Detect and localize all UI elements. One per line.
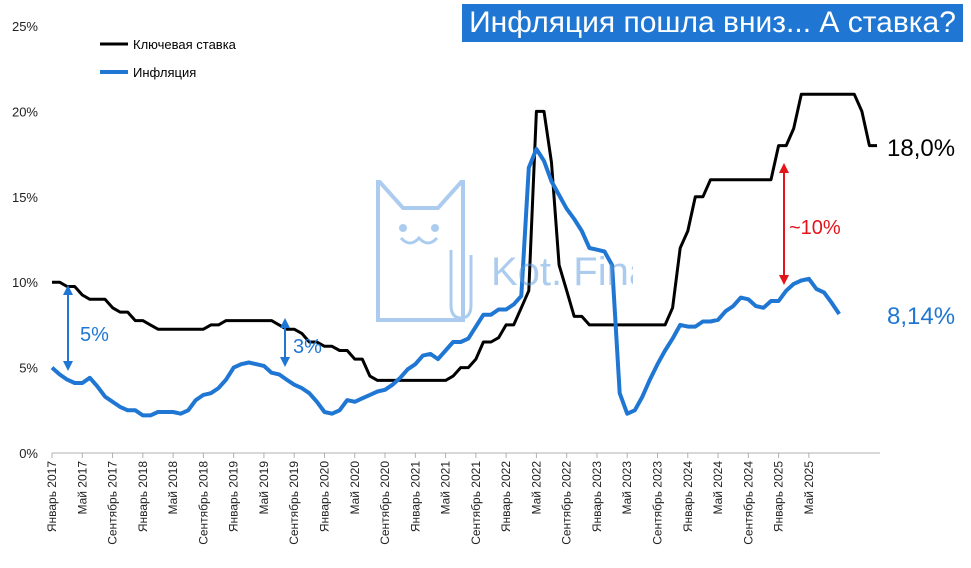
x-tick-label: Май 2017	[75, 461, 89, 515]
y-tick-label: 25%	[12, 19, 38, 34]
y-axis-ticks: 0% 5% 10% 15% 20% 25%	[12, 19, 38, 461]
x-tick-label: Январь 2017	[45, 461, 59, 532]
gap-label-2019: 3%	[293, 336, 322, 358]
x-tick-label: Май 2025	[802, 461, 816, 515]
x-tick-label: Май 2019	[257, 461, 271, 515]
cat-eye-left-icon	[399, 224, 407, 232]
x-tick-label: Май 2022	[529, 461, 543, 515]
x-tick-label: Май 2018	[166, 461, 180, 515]
x-tick-label: Январь 2023	[590, 461, 604, 532]
x-tick-label: Сентябрь 2017	[106, 461, 120, 545]
x-tick-label: Май 2024	[711, 461, 725, 515]
x-tick-label: Май 2021	[439, 461, 453, 515]
last-value-key-rate: 18,0%	[887, 135, 955, 162]
legend-label-inflation: Инфляция	[133, 65, 196, 80]
cat-eye-right-icon	[431, 224, 439, 232]
series-line-inflation	[50, 147, 841, 418]
x-tick-label: Январь 2022	[499, 461, 513, 532]
x-tick-label: Май 2020	[348, 461, 362, 515]
x-tick-label: Сентябрь 2023	[651, 461, 665, 545]
y-tick-label: 10%	[12, 275, 38, 290]
x-tick-label: Январь 2021	[408, 461, 422, 532]
legend: Ключевая ставка Инфляция	[100, 37, 237, 80]
gap-label-2017: 5%	[80, 324, 109, 346]
kot-finance-logo: Kot. Finance	[376, 180, 633, 322]
chart-title: Инфляция пошла вниз... А ставка?	[462, 4, 963, 42]
x-tick-label: Январь 2025	[772, 461, 786, 532]
last-value-inflation: 8,14%	[887, 303, 955, 330]
y-tick-label: 0%	[19, 446, 38, 461]
x-tick-label: Сентябрь 2018	[196, 461, 210, 545]
x-tick-label: Январь 2018	[136, 461, 150, 532]
y-tick-label: 5%	[19, 361, 38, 376]
x-tick-label: Сентябрь 2020	[378, 461, 392, 545]
x-tick-label: Январь 2024	[681, 461, 695, 532]
y-tick-label: 15%	[12, 190, 38, 205]
watermark-text: Kot. Finance	[491, 250, 633, 294]
x-tick-label: Сентябрь 2022	[560, 461, 574, 545]
cat-mouth-icon	[399, 235, 439, 245]
legend-label-key-rate: Ключевая ставка	[133, 37, 237, 52]
series-line-key-rate	[52, 92, 877, 382]
x-tick-label: Сентябрь 2024	[741, 461, 755, 545]
x-tick-label: Январь 2020	[317, 461, 331, 532]
cat-icon	[376, 180, 465, 322]
gap-label-2024: ~10%	[789, 217, 841, 239]
x-axis-ticks: Январь 2017 Май 2017 Сентябрь 2017 Январь 2…	[45, 453, 816, 545]
x-tick-label: Январь 2019	[227, 461, 241, 532]
x-tick-label: Сентябрь 2019	[287, 461, 301, 545]
paperclip-icon	[449, 250, 473, 320]
x-tick-label: Сентябрь 2021	[469, 461, 483, 545]
y-tick-label: 20%	[12, 104, 38, 119]
x-tick-label: Май 2023	[620, 461, 634, 515]
